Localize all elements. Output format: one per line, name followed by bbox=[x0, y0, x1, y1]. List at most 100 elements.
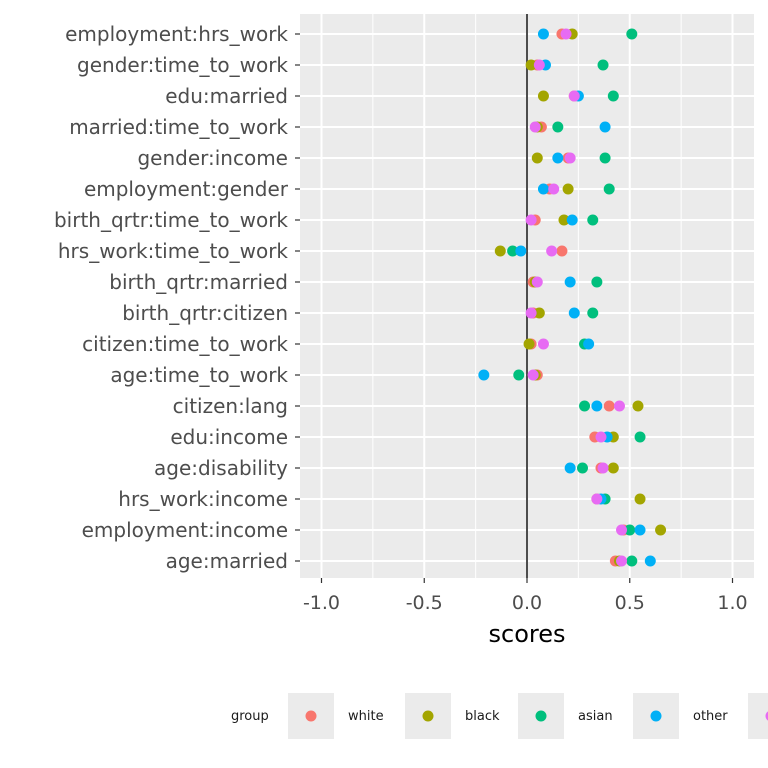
minor-grid bbox=[372, 14, 682, 578]
data-point bbox=[591, 276, 603, 288]
data-point bbox=[607, 90, 619, 102]
data-point bbox=[537, 28, 549, 40]
legend-marker bbox=[422, 710, 434, 722]
y-tick-label: citizen:time_to_work bbox=[82, 332, 288, 356]
legend-label: white bbox=[348, 709, 384, 724]
data-point bbox=[564, 276, 576, 288]
data-point bbox=[591, 400, 603, 412]
data-point bbox=[566, 214, 578, 226]
data-point bbox=[599, 121, 611, 133]
x-tick-label: -0.5 bbox=[406, 592, 443, 614]
data-point bbox=[525, 214, 537, 226]
data-point bbox=[587, 214, 599, 226]
data-point bbox=[523, 338, 535, 350]
data-point bbox=[603, 183, 615, 195]
data-point bbox=[515, 245, 527, 257]
y-tick-label: edu:married bbox=[165, 84, 288, 108]
data-point bbox=[624, 524, 636, 536]
y-tick-label: employment:gender bbox=[84, 177, 289, 201]
data-point bbox=[583, 338, 595, 350]
data-point bbox=[525, 307, 537, 319]
data-point bbox=[568, 307, 580, 319]
legend-marker bbox=[305, 710, 317, 722]
y-tick-label: age:time_to_work bbox=[110, 363, 288, 387]
data-points bbox=[478, 28, 667, 567]
y-tick-label: age:disability bbox=[154, 456, 288, 480]
x-axis-ticks: -1.0 -0.5 0.0 0.5 1.0 bbox=[303, 578, 748, 614]
data-point bbox=[576, 462, 588, 474]
y-tick-label: edu:income bbox=[170, 425, 288, 449]
legend-label: asian bbox=[578, 709, 613, 724]
data-point bbox=[579, 400, 591, 412]
y-tick-label: employment:income bbox=[82, 518, 288, 542]
data-point bbox=[537, 90, 549, 102]
y-tick-label: hrs_work:income bbox=[118, 487, 288, 511]
data-point bbox=[632, 400, 644, 412]
y-tick-label: gender:time_to_work bbox=[77, 53, 288, 77]
data-point bbox=[634, 524, 646, 536]
data-point bbox=[616, 555, 628, 567]
data-point bbox=[558, 214, 570, 226]
data-point bbox=[564, 152, 576, 164]
data-point bbox=[533, 59, 545, 71]
data-point bbox=[548, 183, 560, 195]
data-point bbox=[478, 369, 490, 381]
x-tick-label: -1.0 bbox=[303, 592, 340, 614]
x-axis-title: scores bbox=[489, 620, 566, 648]
data-point bbox=[634, 431, 646, 443]
y-tick-label: age:married bbox=[166, 549, 288, 573]
legend-marker bbox=[765, 711, 768, 721]
data-point bbox=[634, 493, 646, 505]
data-point bbox=[644, 555, 656, 567]
y-tick-label: employment:hrs_work bbox=[65, 22, 288, 46]
x-tick-label: 0.0 bbox=[512, 592, 542, 614]
data-point bbox=[562, 183, 574, 195]
legend-marker bbox=[650, 710, 662, 722]
y-tick-label: birth_qrtr:citizen bbox=[122, 301, 288, 325]
data-point bbox=[595, 431, 607, 443]
data-point bbox=[537, 338, 549, 350]
data-point bbox=[591, 493, 603, 505]
data-point bbox=[607, 462, 619, 474]
data-point bbox=[626, 28, 638, 40]
y-tick-label: citizen:lang bbox=[173, 394, 288, 418]
data-point bbox=[527, 369, 539, 381]
legend-marker bbox=[535, 710, 547, 722]
data-point bbox=[494, 245, 506, 257]
y-tick-label: birth_qrtr:time_to_work bbox=[54, 208, 288, 232]
data-point bbox=[626, 555, 638, 567]
data-point bbox=[568, 90, 580, 102]
data-point bbox=[655, 524, 667, 536]
data-point bbox=[587, 307, 599, 319]
data-point bbox=[597, 59, 609, 71]
y-tick-label: gender:income bbox=[137, 146, 288, 170]
data-point bbox=[616, 524, 628, 536]
data-point bbox=[507, 245, 519, 257]
legend: group white black asian other bbox=[231, 693, 768, 739]
data-point bbox=[531, 152, 543, 164]
data-point bbox=[560, 28, 572, 40]
legend-title: group bbox=[231, 709, 269, 724]
data-point bbox=[599, 152, 611, 164]
data-point bbox=[552, 152, 564, 164]
data-point bbox=[564, 462, 576, 474]
y-tick-label: hrs_work:time_to_work bbox=[58, 239, 289, 263]
y-tick-label: married:time_to_work bbox=[69, 115, 288, 139]
data-point bbox=[556, 245, 568, 257]
data-point bbox=[513, 369, 525, 381]
y-axis-labels: employment:hrs_work gender:time_to_worked… bbox=[54, 22, 300, 573]
data-point bbox=[546, 245, 558, 257]
x-tick-label: 0.5 bbox=[615, 592, 645, 614]
data-point bbox=[537, 183, 549, 195]
data-point bbox=[552, 121, 564, 133]
legend-label: other bbox=[693, 709, 728, 724]
x-tick-label: 1.0 bbox=[717, 592, 747, 614]
legend-key bbox=[748, 693, 768, 739]
data-point bbox=[613, 400, 625, 412]
data-point bbox=[597, 462, 609, 474]
data-point bbox=[603, 400, 615, 412]
y-tick-label: birth_qrtr:married bbox=[109, 270, 288, 294]
data-point bbox=[531, 276, 543, 288]
legend-label: black bbox=[465, 709, 500, 724]
